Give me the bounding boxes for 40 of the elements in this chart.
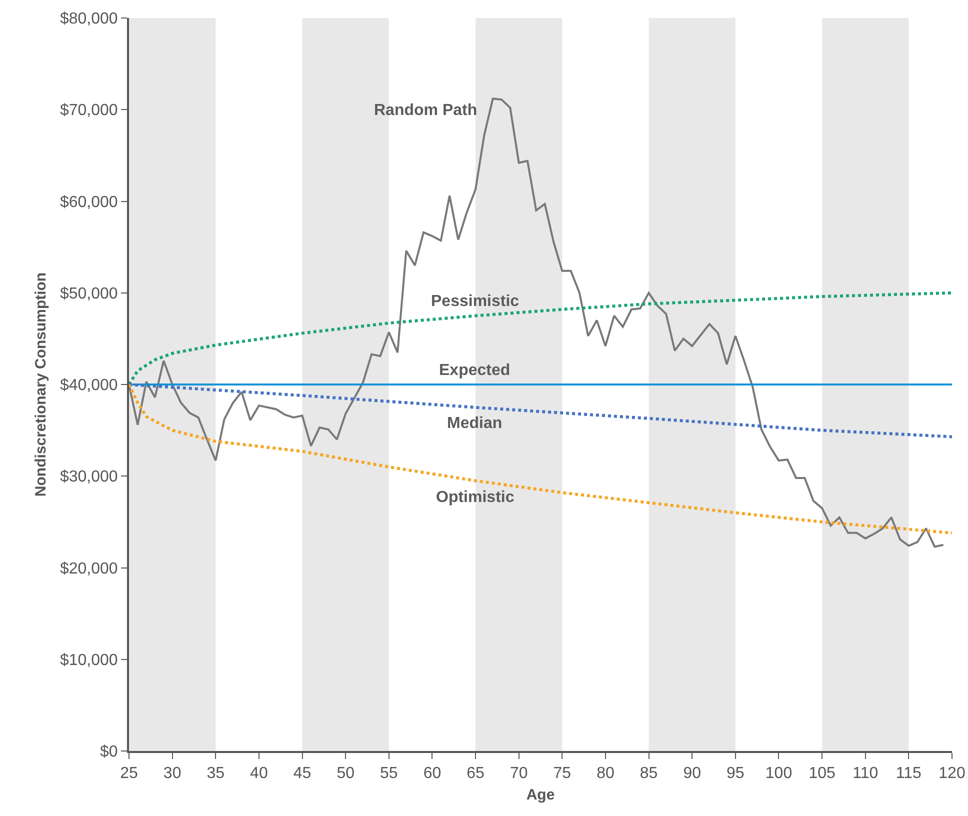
y-tick-label: $0 xyxy=(100,744,118,761)
line-series xyxy=(129,291,952,386)
y-tick-label: $50,000 xyxy=(60,285,118,302)
x-tick-label: 45 xyxy=(293,765,312,782)
x-tick-label: 80 xyxy=(596,765,614,782)
y-tick-label: $30,000 xyxy=(60,468,118,486)
y-axis-title: Nondiscretionary Consumption xyxy=(32,272,50,497)
x-tick-label: 40 xyxy=(250,765,268,782)
y-tick-label: $60,000 xyxy=(60,194,118,211)
line-series xyxy=(129,98,944,548)
x-tick-label: 100 xyxy=(765,765,792,782)
series-label: Random Path xyxy=(374,102,478,119)
x-tick-label: 105 xyxy=(808,765,836,782)
x-tick-label: 95 xyxy=(726,765,744,782)
x-tick-label: 70 xyxy=(510,765,528,782)
x-tick-label: 85 xyxy=(640,765,658,782)
line-series xyxy=(129,383,952,534)
x-tick-label: 115 xyxy=(896,765,922,782)
x-tick-label: 60 xyxy=(423,765,442,782)
x-tick-label: 75 xyxy=(553,765,572,782)
y-tick-label: $10,000 xyxy=(60,652,118,669)
x-axis-title: Age xyxy=(526,786,555,804)
x-tick-label: 120 xyxy=(938,765,966,782)
x-tick-label: 25 xyxy=(120,765,138,782)
line-series xyxy=(129,383,952,438)
y-tick-label: $80,000 xyxy=(60,10,118,28)
y-tick-label: $20,000 xyxy=(60,560,118,578)
series-label: Optimistic xyxy=(436,489,514,506)
y-tick-label: $70,000 xyxy=(60,102,118,120)
x-tick-label: 55 xyxy=(380,765,398,782)
x-tick-label: 35 xyxy=(206,765,225,782)
x-tick-label: 50 xyxy=(336,765,355,782)
x-tick-label: 65 xyxy=(466,765,485,782)
series-label: Expected xyxy=(439,362,510,379)
series-label: Pessimistic xyxy=(431,293,520,310)
x-tick-label: 110 xyxy=(852,765,878,782)
y-tick-label: $40,000 xyxy=(60,377,118,394)
x-tick-label: 90 xyxy=(683,765,702,782)
x-tick-label: 30 xyxy=(163,765,182,782)
series-label: Median xyxy=(447,415,502,432)
